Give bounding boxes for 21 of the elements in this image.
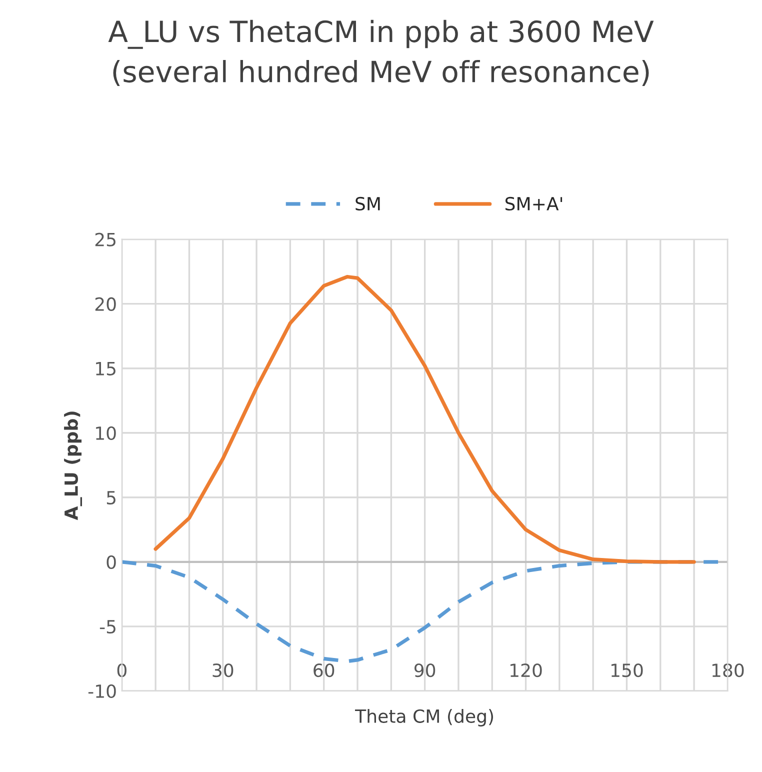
y-tick-label: 0	[106, 555, 116, 570]
y-tick-label: -10	[88, 684, 116, 698]
chart-title: A_LU vs ThetaCM in ppb at 3600 MeV (several hundred MeV off resonance)	[108, 20, 654, 86]
x-tick-label: 30	[212, 663, 234, 678]
x-tick-label: 150	[611, 663, 643, 678]
x-tick-label: 180	[712, 663, 744, 678]
x-tick-label: 0	[117, 663, 126, 678]
x-tick-label: 120	[510, 663, 542, 678]
y-tick-label: 10	[96, 426, 116, 440]
line-series	[154, 274, 696, 564]
x-tick-label: 90	[414, 663, 436, 678]
x-tick-label: 60	[314, 663, 334, 678]
y-tick-label: 20	[95, 297, 116, 311]
y-tick-label: -5	[100, 620, 116, 634]
y-tick-label: 15	[96, 362, 116, 376]
y-axis-title: A_LU (ppb)	[64, 412, 82, 520]
y-tick-label: 25	[95, 232, 116, 246]
legend-label: SM	[356, 196, 380, 211]
legend-label: SM+A'	[505, 196, 562, 211]
x-axis-title: Theta CM (deg)	[355, 709, 494, 726]
y-tick-label: 5	[106, 491, 116, 505]
